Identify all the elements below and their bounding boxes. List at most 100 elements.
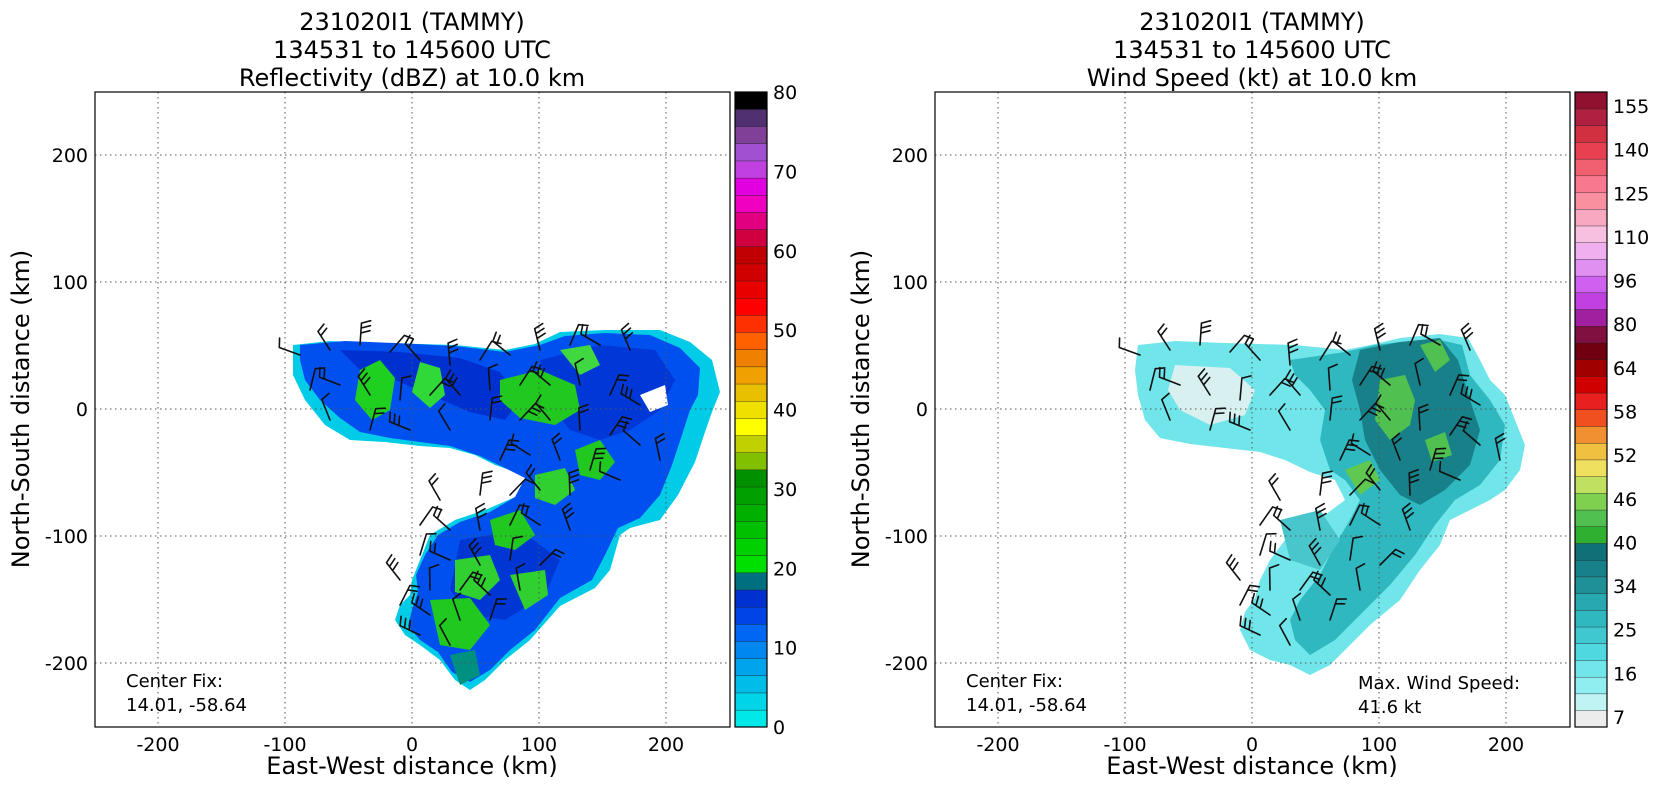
x-axis-label: East-West distance (km) bbox=[266, 752, 557, 780]
y-tick-label: -200 bbox=[45, 653, 88, 675]
wind-barb bbox=[532, 361, 551, 386]
wind-barb bbox=[1438, 461, 1461, 481]
x-tick-label: 100 bbox=[1361, 734, 1397, 756]
colorbar-tick-label: 30 bbox=[773, 479, 797, 501]
colorbar-segment bbox=[1574, 309, 1608, 327]
colorbar-segment bbox=[734, 108, 768, 127]
colorbar-segment bbox=[734, 658, 768, 677]
wind-barb bbox=[1315, 502, 1327, 531]
colorbar-segment bbox=[734, 606, 768, 625]
colorbar-segment bbox=[734, 589, 768, 608]
wind-barb bbox=[622, 421, 641, 446]
wind-barb bbox=[1239, 584, 1261, 606]
colorbar-segment bbox=[734, 280, 768, 299]
wind-barb bbox=[509, 478, 535, 496]
wind-barb bbox=[1239, 615, 1261, 636]
colorbar-segment bbox=[734, 692, 768, 711]
reflectivity-y-ticks: 200 100 0 -100 -200 bbox=[45, 145, 88, 675]
center-fix-label: Center Fix: bbox=[966, 671, 1063, 692]
colorbar-tick-label: 110 bbox=[1613, 227, 1649, 249]
colorbar-segment bbox=[1574, 626, 1608, 644]
wind-barb bbox=[578, 403, 589, 431]
wind-barb bbox=[1372, 361, 1391, 386]
colorbar-segment bbox=[1574, 125, 1608, 143]
reflectivity-wind-barbs bbox=[278, 319, 666, 646]
colorbar-segment bbox=[1574, 459, 1608, 477]
x-tick-label: 0 bbox=[1246, 734, 1258, 756]
wind-barb bbox=[479, 470, 493, 496]
reflectivity-cell-8 bbox=[455, 555, 500, 600]
colorbar-segment bbox=[1574, 108, 1608, 126]
reflectivity-dark-region-2 bbox=[540, 345, 675, 440]
wind-barb bbox=[535, 394, 551, 421]
colorbar-segment bbox=[1574, 559, 1608, 578]
colorbar-segment bbox=[734, 555, 768, 574]
colorbar-segment bbox=[1574, 526, 1608, 544]
wind-barb bbox=[404, 334, 421, 361]
wind-barb bbox=[419, 532, 437, 556]
y-tick-label: 0 bbox=[916, 399, 928, 421]
x-tick-label: -200 bbox=[976, 734, 1019, 756]
wind-barb bbox=[609, 374, 630, 396]
wind-barb bbox=[1259, 532, 1277, 556]
wind-barb bbox=[1269, 540, 1291, 561]
chart-title-line-1: 231020I1 (TAMMY) bbox=[1139, 8, 1365, 36]
wind-speed-colorbar-ticks: 7 16 25 34 40 46 52 58 64 80 96 110 125 140 155 bbox=[1613, 96, 1649, 729]
colorbar-segment bbox=[1574, 693, 1608, 711]
wind-barb bbox=[1277, 403, 1291, 431]
wind-barb bbox=[1118, 337, 1141, 356]
colorbar-tick-label: 80 bbox=[773, 82, 797, 104]
wind-barb bbox=[1308, 538, 1322, 566]
colorbar-segment bbox=[734, 675, 768, 694]
y-tick-label: -200 bbox=[885, 653, 928, 675]
wind-barb bbox=[1244, 334, 1261, 361]
colorbar-segment bbox=[1574, 258, 1608, 277]
colorbar-tick-label: 50 bbox=[773, 320, 797, 342]
wind-green-max-2 bbox=[1420, 340, 1450, 372]
wind-barb bbox=[1449, 374, 1470, 396]
colorbar-segment bbox=[1574, 609, 1608, 628]
wind-green-max-1 bbox=[1375, 375, 1415, 440]
colorbar-segment bbox=[1574, 325, 1608, 344]
colorbar-segment bbox=[1574, 242, 1608, 260]
wind-green-max-3 bbox=[1345, 460, 1380, 495]
wind-barb bbox=[539, 548, 565, 566]
colorbar-segment bbox=[734, 366, 768, 385]
reflectivity-cell-2 bbox=[412, 362, 445, 408]
wind-speed-colorbar bbox=[1574, 91, 1608, 728]
colorbar-tick-label: 34 bbox=[1613, 576, 1637, 598]
wind-barb bbox=[1268, 473, 1281, 501]
wind-barb bbox=[432, 505, 451, 531]
wind-barb bbox=[509, 535, 524, 561]
wind-barb bbox=[1292, 592, 1302, 621]
wind-barb bbox=[533, 322, 546, 351]
colorbar-segment bbox=[1574, 275, 1608, 294]
wind-medium-region bbox=[1280, 510, 1340, 570]
reflectivity-colorbar bbox=[734, 91, 768, 728]
reflectivity-field bbox=[293, 330, 720, 690]
wind-barb bbox=[1365, 464, 1381, 491]
wind-barb bbox=[1329, 395, 1343, 421]
wind-barb bbox=[1420, 323, 1441, 346]
wind-barb bbox=[1161, 392, 1171, 421]
y-axis-label: North-South distance (km) bbox=[7, 250, 35, 569]
wind-speed-y-ticks: 200 100 0 -100 -200 bbox=[885, 145, 928, 675]
wind-barb bbox=[1401, 502, 1415, 531]
wind-calm-center bbox=[1168, 365, 1255, 425]
wind-speed-axes-frame bbox=[934, 91, 1571, 728]
colorbar-segment bbox=[1574, 676, 1608, 695]
y-tick-label: 0 bbox=[76, 399, 88, 421]
wind-barb bbox=[1278, 617, 1291, 646]
colorbar-segment bbox=[1574, 542, 1608, 561]
wind-barb bbox=[1268, 564, 1280, 591]
wind-barb bbox=[620, 383, 641, 406]
wind-barb bbox=[1418, 403, 1429, 431]
colorbar-segment bbox=[734, 126, 768, 144]
colorbar-segment bbox=[734, 452, 768, 471]
wind-barb bbox=[357, 368, 371, 396]
y-tick-label: 100 bbox=[892, 272, 928, 294]
colorbar-segment bbox=[734, 503, 768, 522]
chart-title-line-2: 134531 to 145600 UTC bbox=[1113, 36, 1391, 64]
colorbar-segment bbox=[734, 229, 768, 247]
center-fix-value: 14.01, -58.64 bbox=[966, 695, 1087, 716]
